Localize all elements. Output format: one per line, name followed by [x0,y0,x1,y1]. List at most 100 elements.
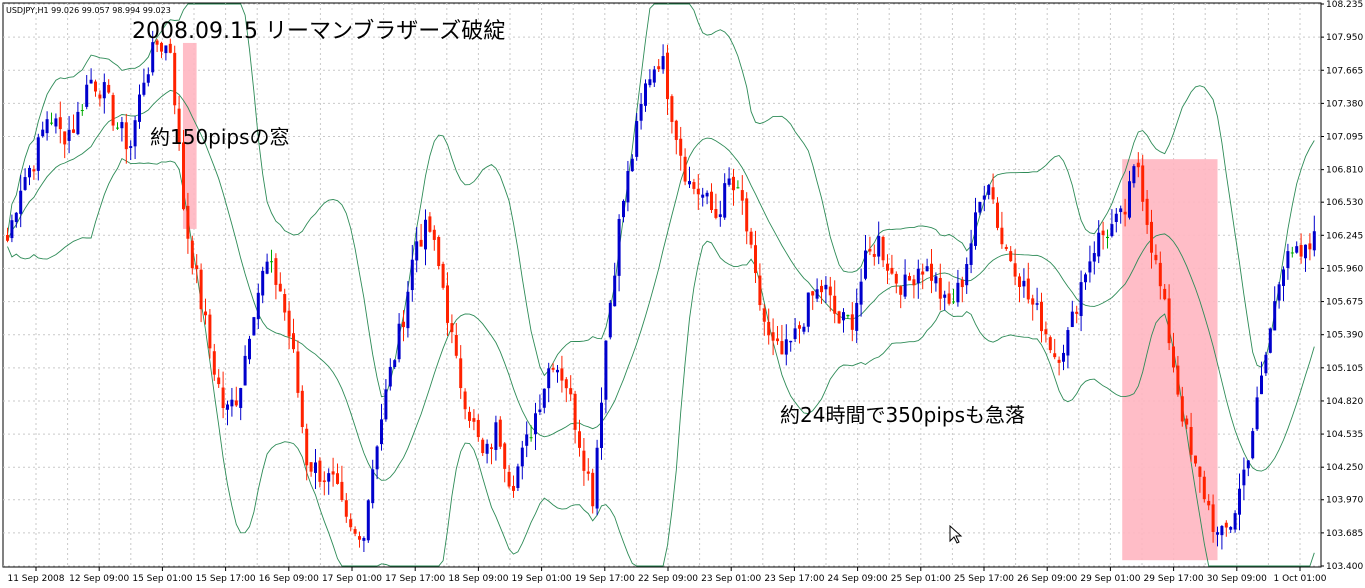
candle-body [1202,476,1206,500]
candle-body [1242,469,1246,486]
x-tick-label: 25 Sep 01:00 [891,574,951,584]
candle-body [877,236,881,257]
candle-body [300,390,304,428]
x-tick-label: 24 Sep 09:00 [828,574,888,584]
candle-body [1062,352,1065,362]
candle-body [811,291,815,296]
candle-body [1277,284,1281,301]
candle-body [80,110,84,112]
candle-body [107,84,111,93]
candle-body [1040,301,1043,332]
candle-body [886,263,889,271]
candle-body [586,471,590,474]
y-tick-label: 103.685 [1326,529,1363,539]
candle-body [661,56,665,70]
candle-body [463,391,467,410]
x-tick-label: 12 Sep 09:00 [69,574,129,584]
candle-body [1075,311,1079,314]
candle-body [1044,329,1048,335]
candle-body [943,294,947,298]
candle-body [94,81,97,92]
x-tick-label: 26 Sep 09:00 [1017,574,1077,584]
candle-body [798,325,801,329]
y-tick-label: 107.095 [1326,133,1363,143]
candle-body [296,351,300,393]
candle-body [146,74,150,83]
candle-body [591,472,595,507]
y-tick-label: 104.820 [1326,397,1363,407]
candle-body [133,120,137,147]
candle-body [23,177,27,190]
candle-body [908,276,911,281]
candle-body [542,388,546,408]
candle-body [974,212,977,246]
candle-body [199,269,203,310]
candle-body [375,446,379,470]
candle-body [380,419,383,445]
symbol-info: USDJPY,H1 99.026 99.057 98.994 99.023 [6,6,171,15]
candle-body [142,82,146,95]
candle-body [208,314,212,349]
x-tick-label: 17 Sep 01:00 [322,574,382,584]
candle-body [1185,418,1189,425]
candle-body [41,129,45,137]
candle-body [265,261,269,274]
candle-body [780,341,784,355]
candle-body [1282,269,1285,286]
candle-body [344,500,348,517]
candle-body [556,369,559,373]
candle-body [824,284,828,290]
candle-body [270,261,273,263]
candle-body [1084,274,1087,283]
candle-body [234,400,238,406]
y-tick-label: 103.400 [1326,562,1363,572]
candle-body [195,265,199,270]
candle-body [921,271,925,275]
candle-body [1198,466,1202,477]
candle-body [393,360,397,368]
candle-body [1031,298,1035,305]
x-tick-label: 23 Sep 17:00 [764,574,824,584]
candle-body [1106,236,1109,239]
candle-body [723,183,727,218]
candle-body [212,351,216,375]
candle-body [1260,375,1263,395]
candle-body [534,413,537,435]
candle-body [1145,198,1149,225]
candle-body [243,355,247,386]
candle-body [252,317,256,336]
candle-body [1251,431,1255,459]
gap-annotation: 約150pipsの窓 [150,125,290,149]
candle-body [727,178,731,185]
candle-body [322,480,326,483]
candle-body [1123,211,1127,215]
candle-body [710,191,713,210]
candle-body [776,338,779,342]
candle-body [305,428,309,466]
candle-body [1158,262,1162,287]
bollinger-bands [7,3,1315,567]
candle-body [1070,311,1074,328]
candle-body [1233,513,1237,530]
candle-body [595,447,599,509]
candle-body [894,273,898,284]
candle-body [1286,251,1290,268]
candle-body [635,121,639,157]
candle-body [1268,328,1272,353]
candle-body [274,258,278,285]
candle-body [230,399,234,407]
candle-body [309,462,313,472]
candle-body [32,169,36,172]
candle-body [1246,460,1250,469]
candle-body [1264,354,1268,374]
candle-body [50,122,53,124]
candle-body [182,142,185,210]
candle-body [217,377,221,385]
x-tick-label: 11 Sep 2008 [7,574,64,584]
candle-body [1018,276,1021,287]
candle-body [613,275,617,307]
candle-body [996,202,999,228]
candle-body [749,231,753,245]
candle-body [771,332,775,341]
